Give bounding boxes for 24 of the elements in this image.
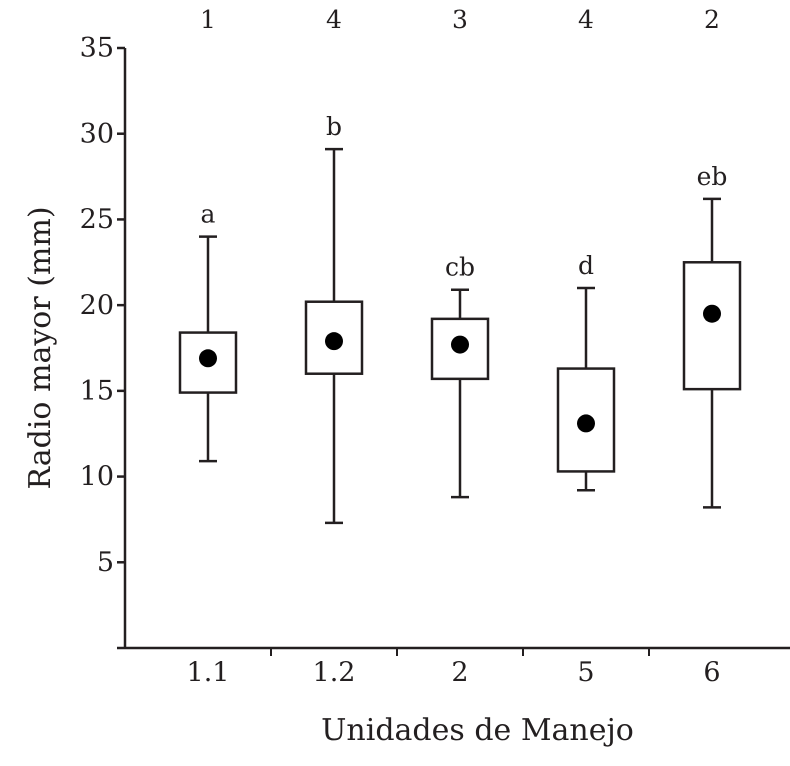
- y-tick-label: 5: [96, 546, 114, 578]
- x-tick-label: 1.1: [186, 657, 230, 688]
- text: 1: [200, 5, 216, 34]
- y-axis-title: Radio mayor (mm): [23, 206, 58, 490]
- annotation: d: [578, 251, 594, 280]
- annotation: cb: [444, 252, 476, 282]
- x-tick-label: 2: [451, 657, 469, 688]
- text: 4: [578, 5, 594, 34]
- text: 4: [326, 5, 342, 34]
- y-tick-label: 35: [80, 32, 114, 64]
- y-tick-label: 20: [80, 290, 114, 321]
- annotation: eb: [696, 162, 728, 191]
- y-tick-label: 25: [80, 204, 114, 236]
- annotation: b: [326, 112, 342, 142]
- y-tick-label: 30: [80, 118, 114, 150]
- x-tick-label: 1.2: [312, 657, 356, 688]
- y-tick-label: 15: [80, 375, 114, 406]
- x-tick-label: 5: [577, 657, 595, 688]
- x-axis-title: Unidades de Manejo: [321, 713, 634, 748]
- text: 3: [452, 5, 468, 34]
- annotation: a: [200, 200, 216, 229]
- y-tick-label: 10: [80, 461, 114, 492]
- x-tick-label: 6: [703, 657, 721, 688]
- text: 2: [704, 5, 720, 34]
